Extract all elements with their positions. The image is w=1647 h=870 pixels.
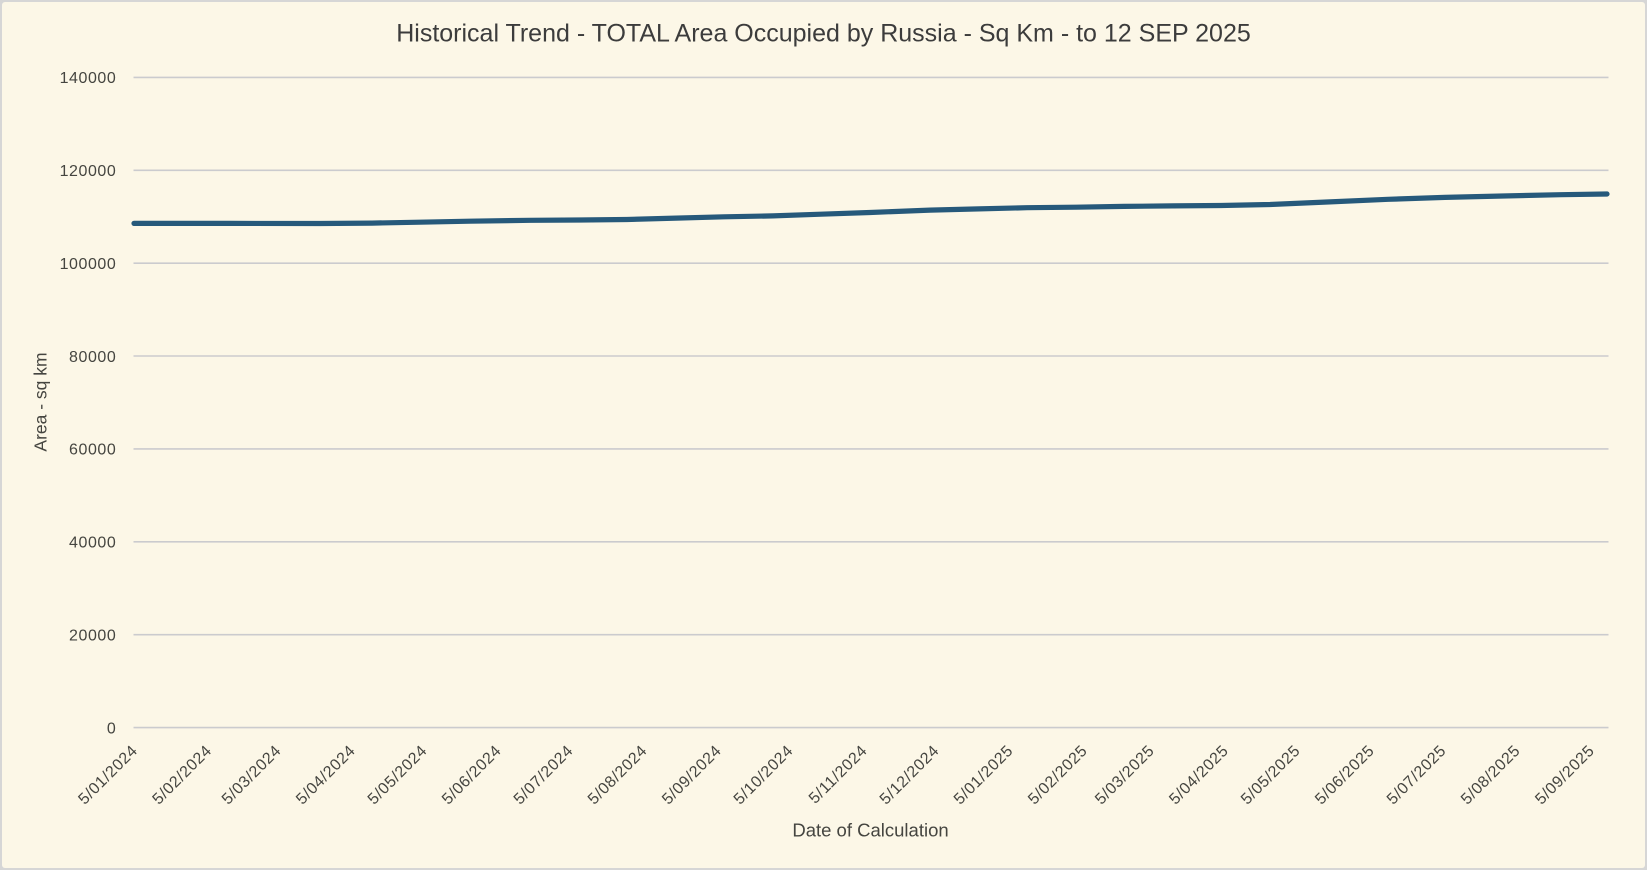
svg-text:120000: 120000 (60, 163, 117, 180)
svg-text:Date of Calculation: Date of Calculation (792, 820, 948, 841)
svg-text:Historical Trend - TOTAL Area: Historical Trend - TOTAL Area Occupied b… (396, 20, 1251, 48)
svg-text:40000: 40000 (69, 535, 116, 552)
svg-text:0: 0 (107, 720, 116, 737)
svg-text:140000: 140000 (60, 70, 117, 87)
svg-text:20000: 20000 (69, 628, 116, 645)
svg-text:80000: 80000 (69, 349, 116, 366)
svg-text:Area - sq km: Area - sq km (31, 352, 51, 451)
svg-text:60000: 60000 (69, 442, 116, 459)
svg-text:100000: 100000 (60, 256, 117, 273)
